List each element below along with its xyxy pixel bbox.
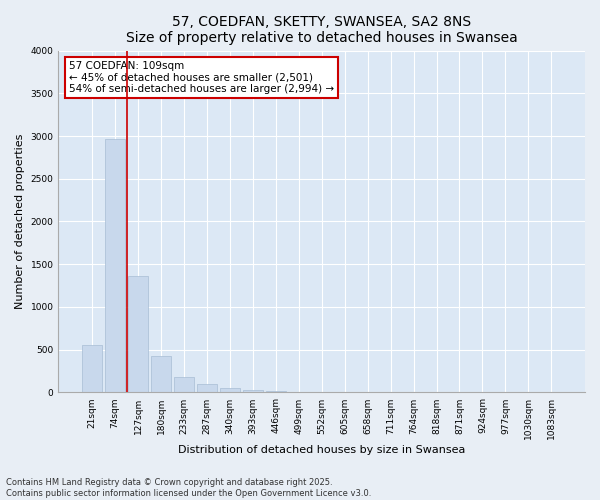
Text: Contains HM Land Registry data © Crown copyright and database right 2025.
Contai: Contains HM Land Registry data © Crown c… — [6, 478, 371, 498]
Bar — [151, 356, 171, 393]
Bar — [174, 378, 194, 392]
Bar — [128, 276, 148, 392]
X-axis label: Distribution of detached houses by size in Swansea: Distribution of detached houses by size … — [178, 445, 466, 455]
Text: 57 COEDFAN: 109sqm
← 45% of detached houses are smaller (2,501)
54% of semi-deta: 57 COEDFAN: 109sqm ← 45% of detached hou… — [69, 61, 334, 94]
Bar — [197, 384, 217, 392]
Title: 57, COEDFAN, SKETTY, SWANSEA, SA2 8NS
Size of property relative to detached hous: 57, COEDFAN, SKETTY, SWANSEA, SA2 8NS Si… — [126, 15, 518, 45]
Y-axis label: Number of detached properties: Number of detached properties — [15, 134, 25, 309]
Bar — [243, 390, 263, 392]
Bar — [220, 388, 239, 392]
Bar — [266, 390, 286, 392]
Bar — [82, 344, 102, 393]
Bar — [106, 138, 125, 392]
